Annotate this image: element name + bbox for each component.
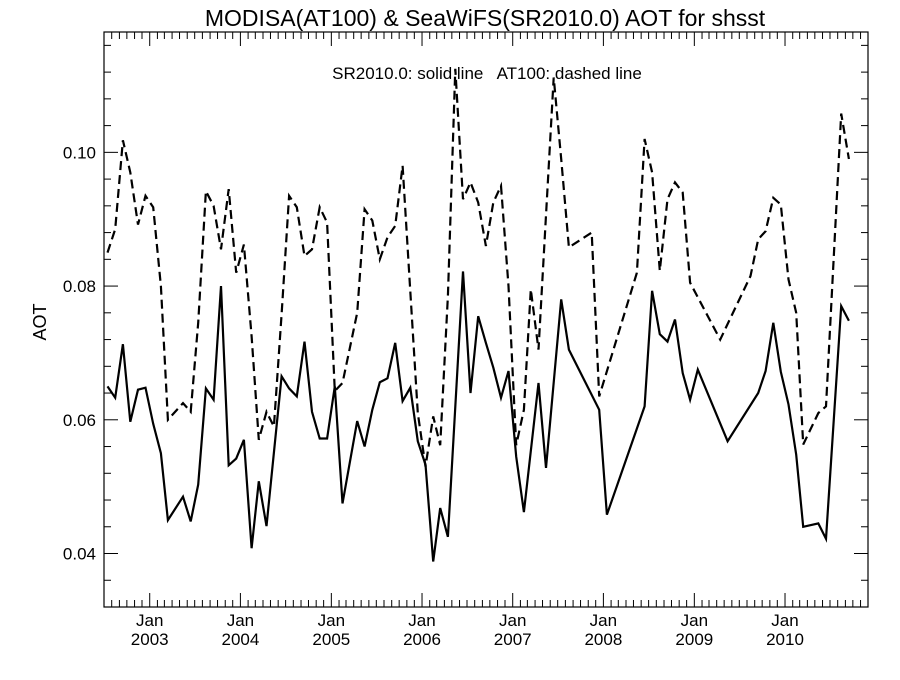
x-axis-ticks: Jan2003Jan2004Jan2005Jan2006Jan2007Jan20… bbox=[111, 32, 862, 649]
y-axis-ticks: 0.04 0.06 0.08 0.10 bbox=[63, 44, 868, 581]
y-tick-label: 0.04 bbox=[63, 545, 96, 564]
x-tick-year-label: 2008 bbox=[584, 630, 622, 649]
y-tick-label: 0.10 bbox=[63, 143, 96, 162]
series-layer bbox=[106, 68, 850, 562]
x-tick-year-label: 2004 bbox=[221, 630, 259, 649]
x-tick-month-label: Jan bbox=[318, 611, 345, 630]
x-tick-year-label: 2005 bbox=[312, 630, 350, 649]
x-tick-year-label: 2003 bbox=[131, 630, 169, 649]
x-tick-year-label: 2009 bbox=[675, 630, 713, 649]
x-tick-month-label: Jan bbox=[136, 611, 163, 630]
x-tick-month-label: Jan bbox=[408, 611, 435, 630]
x-tick-month-label: Jan bbox=[590, 611, 617, 630]
plot-border bbox=[103, 31, 869, 608]
y-tick-label: 0.06 bbox=[63, 411, 96, 430]
x-tick-month-label: Jan bbox=[681, 611, 708, 630]
x-tick-year-label: 2006 bbox=[403, 630, 441, 649]
x-tick-month-label: Jan bbox=[227, 611, 254, 630]
plot-frame bbox=[103, 31, 869, 608]
series-line-at100 bbox=[106, 68, 850, 467]
x-tick-month-label: Jan bbox=[771, 611, 798, 630]
chart-title: MODISA(AT100) & SeaWiFS(SR2010.0) AOT fo… bbox=[205, 5, 766, 31]
legend-annotation: SR2010.0: solid line AT100: dashed line bbox=[332, 64, 642, 83]
x-tick-year-label: 2010 bbox=[766, 630, 804, 649]
x-tick-month-label: Jan bbox=[499, 611, 526, 630]
x-tick-year-label: 2007 bbox=[494, 630, 532, 649]
y-axis-label: AOT bbox=[30, 303, 50, 340]
series-line-sr2010-0 bbox=[106, 271, 850, 562]
y-tick-label: 0.08 bbox=[63, 277, 96, 296]
